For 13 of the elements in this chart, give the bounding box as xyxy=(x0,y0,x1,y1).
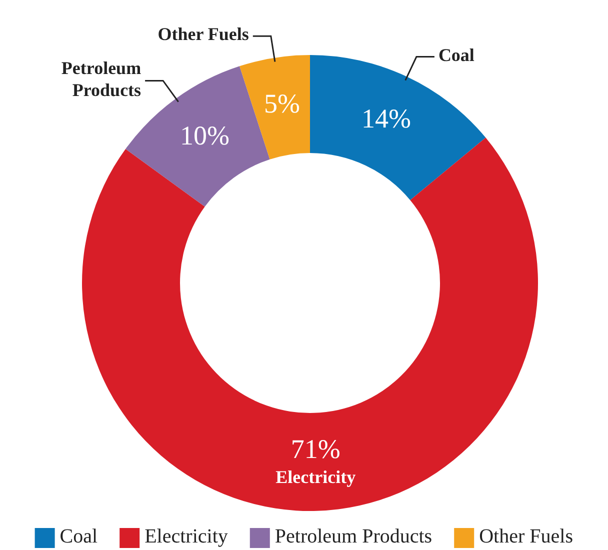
data-label: 71% xyxy=(290,434,340,464)
slice-label: Coal xyxy=(438,44,474,65)
legend-label: Coal xyxy=(60,526,98,548)
legend-label: Electricity xyxy=(144,526,228,548)
data-label: 10% xyxy=(180,120,230,150)
slice-label: Electricity xyxy=(276,467,356,488)
donut-slice xyxy=(240,55,310,160)
slice-label: Other Fuels xyxy=(158,24,249,44)
legend-label: Other Fuels xyxy=(479,526,574,548)
data-label: 14% xyxy=(361,103,411,134)
data-label: 5% xyxy=(264,88,300,118)
legend-label: Petroleum Products xyxy=(274,526,432,548)
slice-label: Petroleum Products xyxy=(61,58,142,100)
